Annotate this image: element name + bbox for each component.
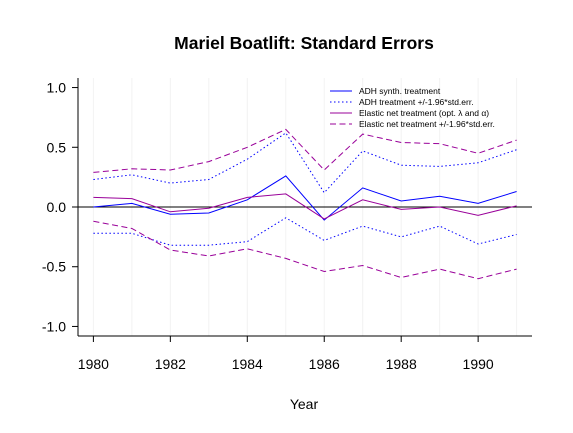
series-line-5 bbox=[93, 220, 517, 280]
series-line-4 bbox=[93, 128, 517, 173]
legend-label-0: ADH synth. treatment bbox=[359, 86, 441, 96]
x-tick-label-5: 1990 bbox=[463, 356, 494, 372]
y-tick-label-2: 0.0 bbox=[47, 199, 67, 215]
x-tick-label-1: 1982 bbox=[155, 356, 186, 372]
y-tick-label-4: 1.0 bbox=[47, 80, 67, 96]
series-line-3 bbox=[93, 193, 517, 220]
axes: -1.0 -0.5 0.0 0.5 1.0 1980 1982 1984 1986 1988 199… bbox=[42, 78, 532, 372]
series-line-0 bbox=[93, 175, 517, 221]
series-line-2 bbox=[93, 217, 517, 246]
x-tick-label-0: 1980 bbox=[78, 356, 109, 372]
y-tick-label-1: -0.5 bbox=[42, 259, 66, 275]
y-tick-label-0: -1.0 bbox=[42, 318, 66, 334]
series-lines bbox=[93, 128, 517, 280]
legend-label-1: ADH treatment +/-1.96*std.err. bbox=[359, 97, 474, 107]
x-tick-label-3: 1986 bbox=[309, 356, 340, 372]
legend-label-2: Elastic net treatment (opt. λ and α) bbox=[359, 108, 489, 118]
x-axis-label: Year bbox=[290, 396, 319, 412]
y-tick-label-3: 0.5 bbox=[47, 139, 67, 155]
x-tick-label-4: 1988 bbox=[386, 356, 417, 372]
series-line-1 bbox=[93, 132, 517, 194]
x-tick-label-2: 1984 bbox=[232, 356, 263, 372]
legend-label-3: Elastic net treatment +/-1.96*std.err. bbox=[359, 119, 495, 129]
chart-title: Mariel Boatlift: Standard Errors bbox=[174, 33, 434, 53]
